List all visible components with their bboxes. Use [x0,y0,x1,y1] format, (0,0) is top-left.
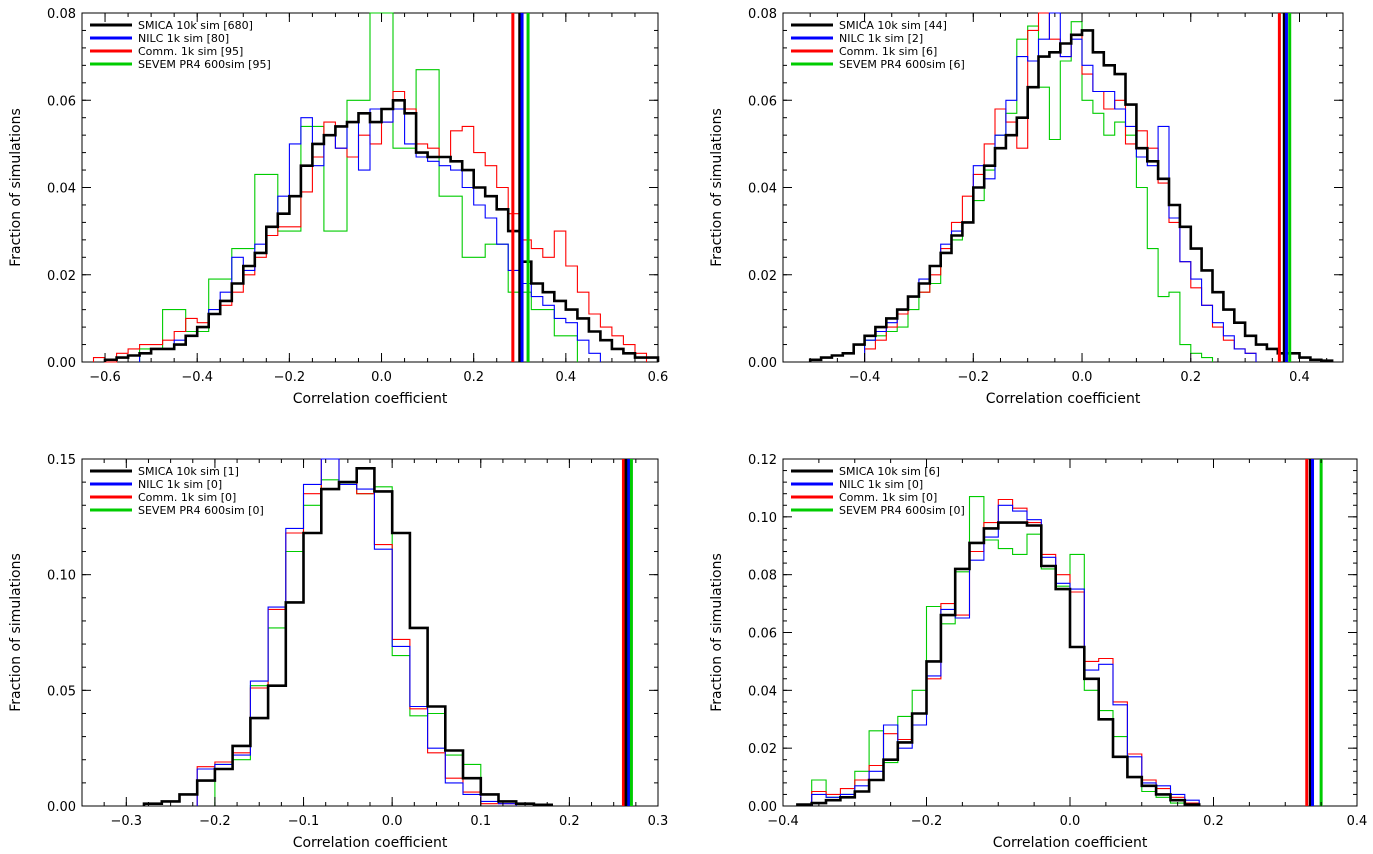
legend-label-comm: Comm. 1k sim [6] [839,45,937,58]
y-tick-label: 0.00 [748,800,777,815]
x-tick-label: 0.0 [1060,814,1081,829]
y-tick-label: 0.02 [748,742,777,757]
x-axis-title: Correlation coefficient [293,391,448,407]
legend-label-nilc: NILC 1k sim [0] [138,478,222,491]
y-axis-title: Fraction of simulations [8,553,24,712]
x-axis-title: Correlation coefficient [993,835,1148,851]
x-axis-title: Correlation coefficient [986,391,1141,407]
y-tick-label: 0.08 [748,7,777,22]
legend-label-sevem: SEVEM PR4 600sim [95] [138,58,271,71]
x-tick-label: 0.4 [1347,814,1368,829]
y-tick-label: 0.00 [47,800,76,815]
x-tick-label: 0.0 [1072,370,1093,385]
panel-top-left: −0.6 −0.4 −0.2 0.0 0.2 0.4 0.6 0.00 0.02 0.04 0.06… [8,7,668,407]
legend-label-nilc: NILC 1k sim [2] [839,32,923,45]
y-tick-label: 0.12 [748,453,777,468]
panel-bottom-left: −0.3 −0.2 −0.1 0.0 0.1 0.2 0.3 0.00 0.05 0.10 0.15… [8,453,668,851]
legend-label-smica: SMICA 10k sim [44] [839,19,947,32]
x-tick-label: 0.2 [1180,370,1201,385]
y-tick-label: 0.00 [47,356,76,371]
y-tick-label: 0.05 [47,684,76,699]
histogram-sevem [811,496,1200,806]
y-tick-label: 0.02 [47,269,76,284]
x-tick-label: 0.3 [648,814,669,829]
x-tick-label: −0.3 [111,814,143,829]
panel-bottom-right: −0.4 −0.2 0.0 0.2 0.4 0.00 0.02 0.04 0.06 0.08 0.1… [709,453,1367,851]
histogram-comm [92,90,648,363]
x-tick-label: 0.0 [371,370,392,385]
y-tick-label: 0.08 [47,7,76,22]
legend-label-comm: Comm. 1k sim [0] [839,491,937,504]
histogram-smica [103,99,660,362]
y-tick-label: 0.06 [748,94,777,109]
y-tick-label: 0.06 [47,94,76,109]
y-tick-label: 0.10 [748,511,777,526]
x-tick-label: −0.2 [199,814,231,829]
y-axis-title: Fraction of simulations [8,108,24,267]
histogram-smica [142,467,553,807]
y-tick-label: 0.04 [47,182,76,197]
x-tick-label: 0.2 [559,814,580,829]
x-tick-label: 0.6 [648,370,669,385]
legend-label-sevem: SEVEM PR4 600sim [0] [839,504,965,517]
legend-label-smica: SMICA 10k sim [1] [138,465,239,478]
x-tick-label: 0.0 [382,814,403,829]
x-tick-label: 0.2 [1203,814,1224,829]
y-tick-label: 0.02 [748,269,777,284]
x-tick-label: −0.2 [274,370,306,385]
y-tick-label: 0.06 [748,627,777,642]
legend-label-nilc: NILC 1k sim [80] [138,32,229,45]
legend-label-comm: Comm. 1k sim [0] [138,491,236,504]
histogram-smica [808,29,1334,362]
y-tick-label: 0.00 [748,356,777,371]
legend-label-sevem: SEVEM PR4 600sim [0] [138,504,264,517]
legend-label-smica: SMICA 10k sim [6] [839,465,940,478]
y-tick-label: 0.15 [47,453,76,468]
x-tick-label: −0.6 [89,370,121,385]
histogram-sevem [214,479,517,806]
legend-label-smica: SMICA 10k sim [680] [138,19,253,32]
histogram-comm [811,498,1200,806]
y-tick-label: 0.08 [748,569,777,584]
legend-label-nilc: NILC 1k sim [0] [839,478,923,491]
y-axis-title: Fraction of simulations [709,553,725,712]
histogram-nilc [811,504,1200,806]
panel-top-right: −0.4 −0.2 0.0 0.2 0.4 0.00 0.02 0.04 0.06 0.08 Cor… [709,7,1344,407]
y-tick-label: 0.10 [47,569,76,584]
x-tick-label: −0.4 [767,814,799,829]
x-tick-label: −0.1 [288,814,320,829]
legend-label-sevem: SEVEM PR4 600sim [6] [839,58,965,71]
x-tick-label: −0.4 [181,370,213,385]
y-tick-label: 0.04 [748,684,777,699]
x-tick-label: −0.2 [911,814,943,829]
y-axis-title: Fraction of simulations [709,108,725,267]
x-tick-label: −0.4 [849,370,881,385]
x-tick-label: 0.1 [470,814,491,829]
x-tick-label: 0.4 [1289,370,1310,385]
x-axis-title: Correlation coefficient [293,835,448,851]
x-tick-label: −0.2 [958,370,990,385]
x-tick-label: 0.2 [463,370,484,385]
histogram-smica [796,521,1201,806]
x-tick-label: 0.4 [555,370,576,385]
legend-label-comm: Comm. 1k sim [95] [138,45,243,58]
y-tick-label: 0.04 [748,182,777,197]
